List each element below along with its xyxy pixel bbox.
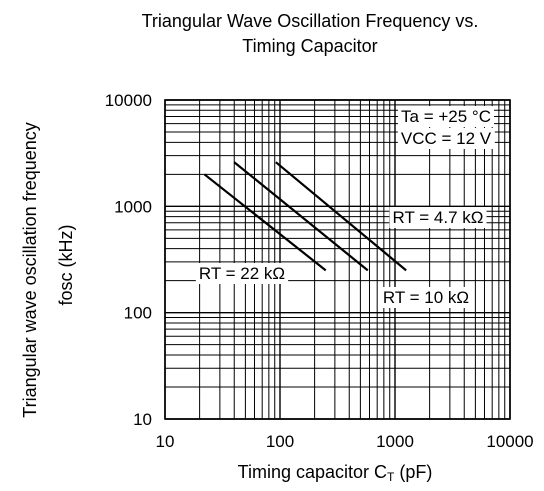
series-label-2-text: RT = 10 kΩ — [383, 288, 469, 307]
series-label-2: RT = 10 kΩ — [379, 287, 473, 308]
tick-labels: 10 100 1000 10000 10 100 1000 10000 — [105, 91, 534, 451]
condition-temperature-text: Ta = +25 °C — [401, 107, 491, 126]
y-tick-label: 10 — [133, 410, 152, 429]
series-line-3 — [275, 161, 407, 272]
chart-title-line2: Timing Capacitor — [242, 36, 377, 56]
plot-frame — [164, 99, 511, 420]
x-axis-label-main: Timing capacitor C — [238, 462, 387, 482]
x-tick-label: 100 — [266, 432, 294, 451]
series-label-3-text: RT = 4.7 kΩ — [393, 208, 484, 227]
series-label-2-bg — [379, 287, 473, 308]
x-axis-label-unit: (pF) — [394, 462, 432, 482]
y-tick-label: 10000 — [105, 91, 152, 110]
series-label-1: RT = 22 kΩ — [195, 263, 289, 284]
series-lines — [203, 161, 407, 272]
series-line-2 — [233, 161, 369, 272]
series-label-1-bg — [195, 263, 289, 284]
condition-voltage-text: VCC = 12 V — [401, 129, 492, 148]
condition-voltage: VCC = 12 V — [397, 128, 495, 149]
x-tick-label: 10000 — [486, 432, 533, 451]
series-line-1 — [203, 173, 327, 272]
condition-temperature: Ta = +25 °C — [398, 106, 494, 127]
y-axis-label-line1: Triangular wave oscillation frequency — [20, 122, 40, 417]
y-axis-label-line2: fosc (kHz) — [56, 225, 76, 306]
y-tick-label: 100 — [124, 304, 152, 323]
x-axis-label: Timing capacitor CT (pF) — [238, 462, 433, 484]
x-tick-label: 10 — [156, 432, 175, 451]
series-label-3-bg — [389, 207, 487, 228]
condition-temperature-bg — [398, 106, 494, 127]
series-labels: RT = 22 kΩ RT = 10 kΩ RT = 4.7 kΩ Ta = +25 … — [195, 106, 495, 308]
condition-voltage-bg — [397, 128, 495, 149]
series-label-1-text: RT = 22 kΩ — [199, 264, 285, 283]
x-axis-label-subscript: T — [387, 470, 395, 484]
x-tick-label: 1000 — [376, 432, 414, 451]
chart-title-line1: Triangular Wave Oscillation Frequency vs… — [142, 11, 479, 31]
series-label-3: RT = 4.7 kΩ — [389, 207, 487, 228]
y-tick-label: 1000 — [114, 197, 152, 216]
